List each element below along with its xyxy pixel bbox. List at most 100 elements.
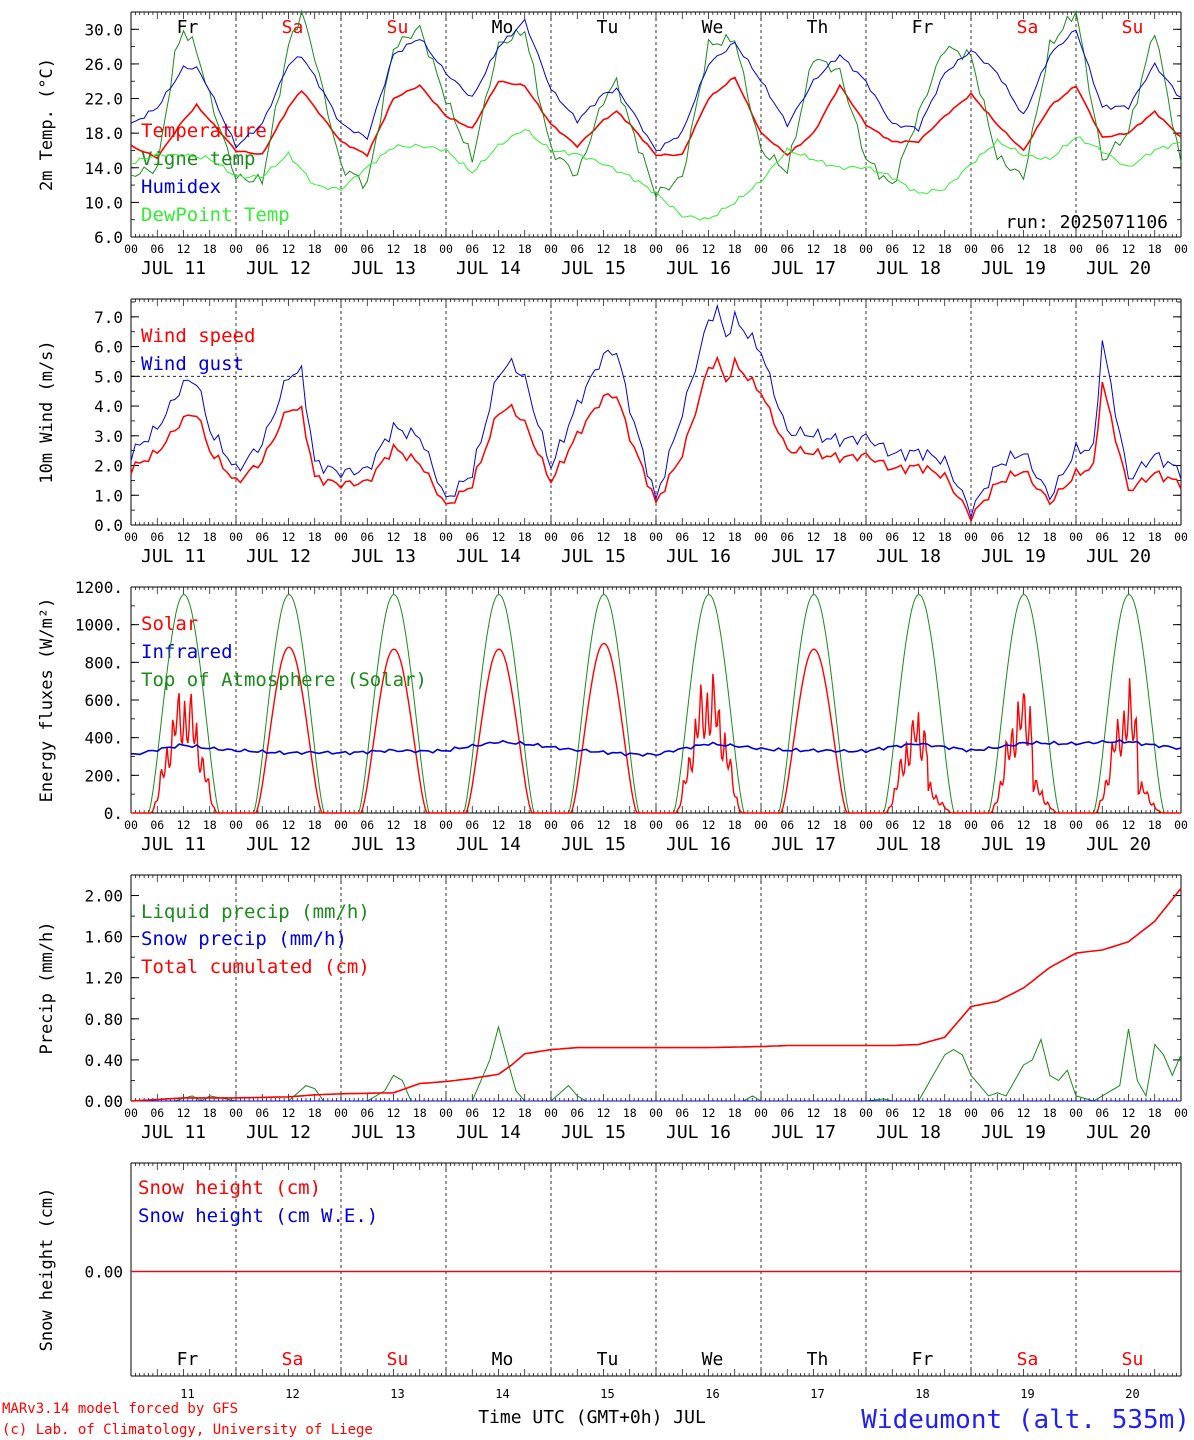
date-label: JUL 15 [561,258,626,279]
day-number-label: 15 [600,1387,614,1401]
y-tick-label: 0. [104,804,123,823]
hour-tick-label: 06 [885,818,899,832]
hour-tick-label: 12 [1122,818,1136,832]
hour-tick-label: 18 [518,242,532,256]
hour-tick-label: 12 [177,530,191,544]
hour-tick-label: 00 [544,818,558,832]
weekday-label: Fr [912,1349,934,1370]
hour-tick-label: 12 [702,818,716,832]
y-tick-label: 7.0 [94,308,123,327]
hour-tick-label: 00 [544,530,558,544]
hour-tick-label: 12 [387,818,401,832]
weekday-label: Sa [1017,1349,1039,1370]
hour-tick-label: 06 [465,818,479,832]
hour-tick-label: 18 [308,818,322,832]
date-label: JUL 14 [456,1122,521,1143]
hour-tick-label: 18 [833,1106,847,1120]
weekday-label: Th [807,17,829,38]
legend-entry: Solar [141,613,198,635]
y-tick-label: 18.0 [84,124,123,143]
hour-tick-label: 00 [754,818,768,832]
hour-tick-label: 00 [439,818,453,832]
hour-tick-label: 12 [177,818,191,832]
hour-tick-label: 18 [203,1106,217,1120]
hour-tick-label: 18 [833,242,847,256]
weekday-label: We [702,1349,724,1370]
date-label: JUL 12 [246,834,311,855]
legend-entry: Infrared [141,641,233,663]
legend-entry: Snow height (cm) [138,1177,321,1199]
hour-tick-label: 12 [282,242,296,256]
y-tick-label: 800. [84,653,123,672]
hour-tick-label: 18 [413,530,427,544]
hour-tick-label: 12 [597,530,611,544]
date-label: JUL 13 [351,1122,416,1143]
legend-entry: DewPoint Temp [141,204,290,226]
y-axis-label: Snow height (cm) [37,1188,57,1352]
hour-tick-label: 06 [780,1106,794,1120]
hour-tick-label: 06 [255,818,269,832]
hour-tick-label: 12 [597,242,611,256]
hour-tick-label: 06 [990,242,1004,256]
hour-tick-label: 18 [518,818,532,832]
date-label: JUL 15 [561,834,626,855]
hour-tick-label: 06 [780,530,794,544]
hour-tick-label: 12 [1017,530,1031,544]
hour-tick-label: 18 [1148,1106,1162,1120]
hour-tick-label: 00 [544,1106,558,1120]
hour-tick-label: 18 [203,818,217,832]
hour-tick-label: 00 [1174,818,1188,832]
hour-tick-label: 18 [518,530,532,544]
hour-tick-label: 00 [124,530,138,544]
hour-tick-label: 06 [1095,1106,1109,1120]
series-line [130,739,1182,757]
date-label: JUL 16 [666,834,731,855]
y-tick-label: 5.0 [94,367,123,386]
hour-tick-label: 12 [1017,818,1031,832]
hour-tick-label: 06 [570,530,584,544]
y-tick-label: 1200. [75,578,123,597]
hour-tick-label: 00 [124,242,138,256]
legend-entry: Wind gust [141,353,244,375]
y-axis-label: 2m Temp. (°C) [37,58,57,191]
hour-tick-label: 00 [229,242,243,256]
y-tick-label: 1.60 [84,928,123,947]
hour-tick-label: 18 [1148,818,1162,832]
hour-tick-label: 06 [360,1106,374,1120]
hour-tick-label: 18 [833,818,847,832]
hour-tick-label: 12 [387,530,401,544]
date-label: JUL 12 [246,1122,311,1143]
date-label: JUL 16 [666,258,731,279]
hour-tick-label: 00 [229,818,243,832]
date-label: JUL 14 [456,546,521,567]
hour-tick-label: 12 [492,1106,506,1120]
y-axis-label: Precip (mm/h) [37,921,57,1054]
hour-tick-label: 12 [807,530,821,544]
hour-tick-label: 18 [1043,818,1057,832]
y-tick-label: 1000. [75,616,123,635]
date-label: JUL 19 [981,1122,1046,1143]
date-label: JUL 19 [981,834,1046,855]
hour-tick-label: 12 [282,818,296,832]
y-tick-label: 0.80 [84,1010,123,1029]
weekday-label: Su [1122,17,1144,38]
date-label: JUL 12 [246,258,311,279]
weekday-label: Sa [282,1349,304,1370]
hour-tick-label: 00 [859,530,873,544]
weekday-label: Fr [912,17,934,38]
legend-entry: Wind speed [141,325,255,347]
day-number-label: 13 [390,1387,404,1401]
hour-tick-label: 18 [938,242,952,256]
hour-tick-label: 00 [754,530,768,544]
day-number-label: 14 [495,1387,509,1401]
hour-tick-label: 18 [623,1106,637,1120]
hour-tick-label: 06 [990,530,1004,544]
date-label: JUL 16 [666,1122,731,1143]
hour-tick-label: 18 [728,818,742,832]
hour-tick-label: 18 [623,242,637,256]
y-tick-label: 26.0 [84,55,123,74]
hour-tick-label: 00 [124,818,138,832]
hour-tick-label: 12 [1017,1106,1031,1120]
